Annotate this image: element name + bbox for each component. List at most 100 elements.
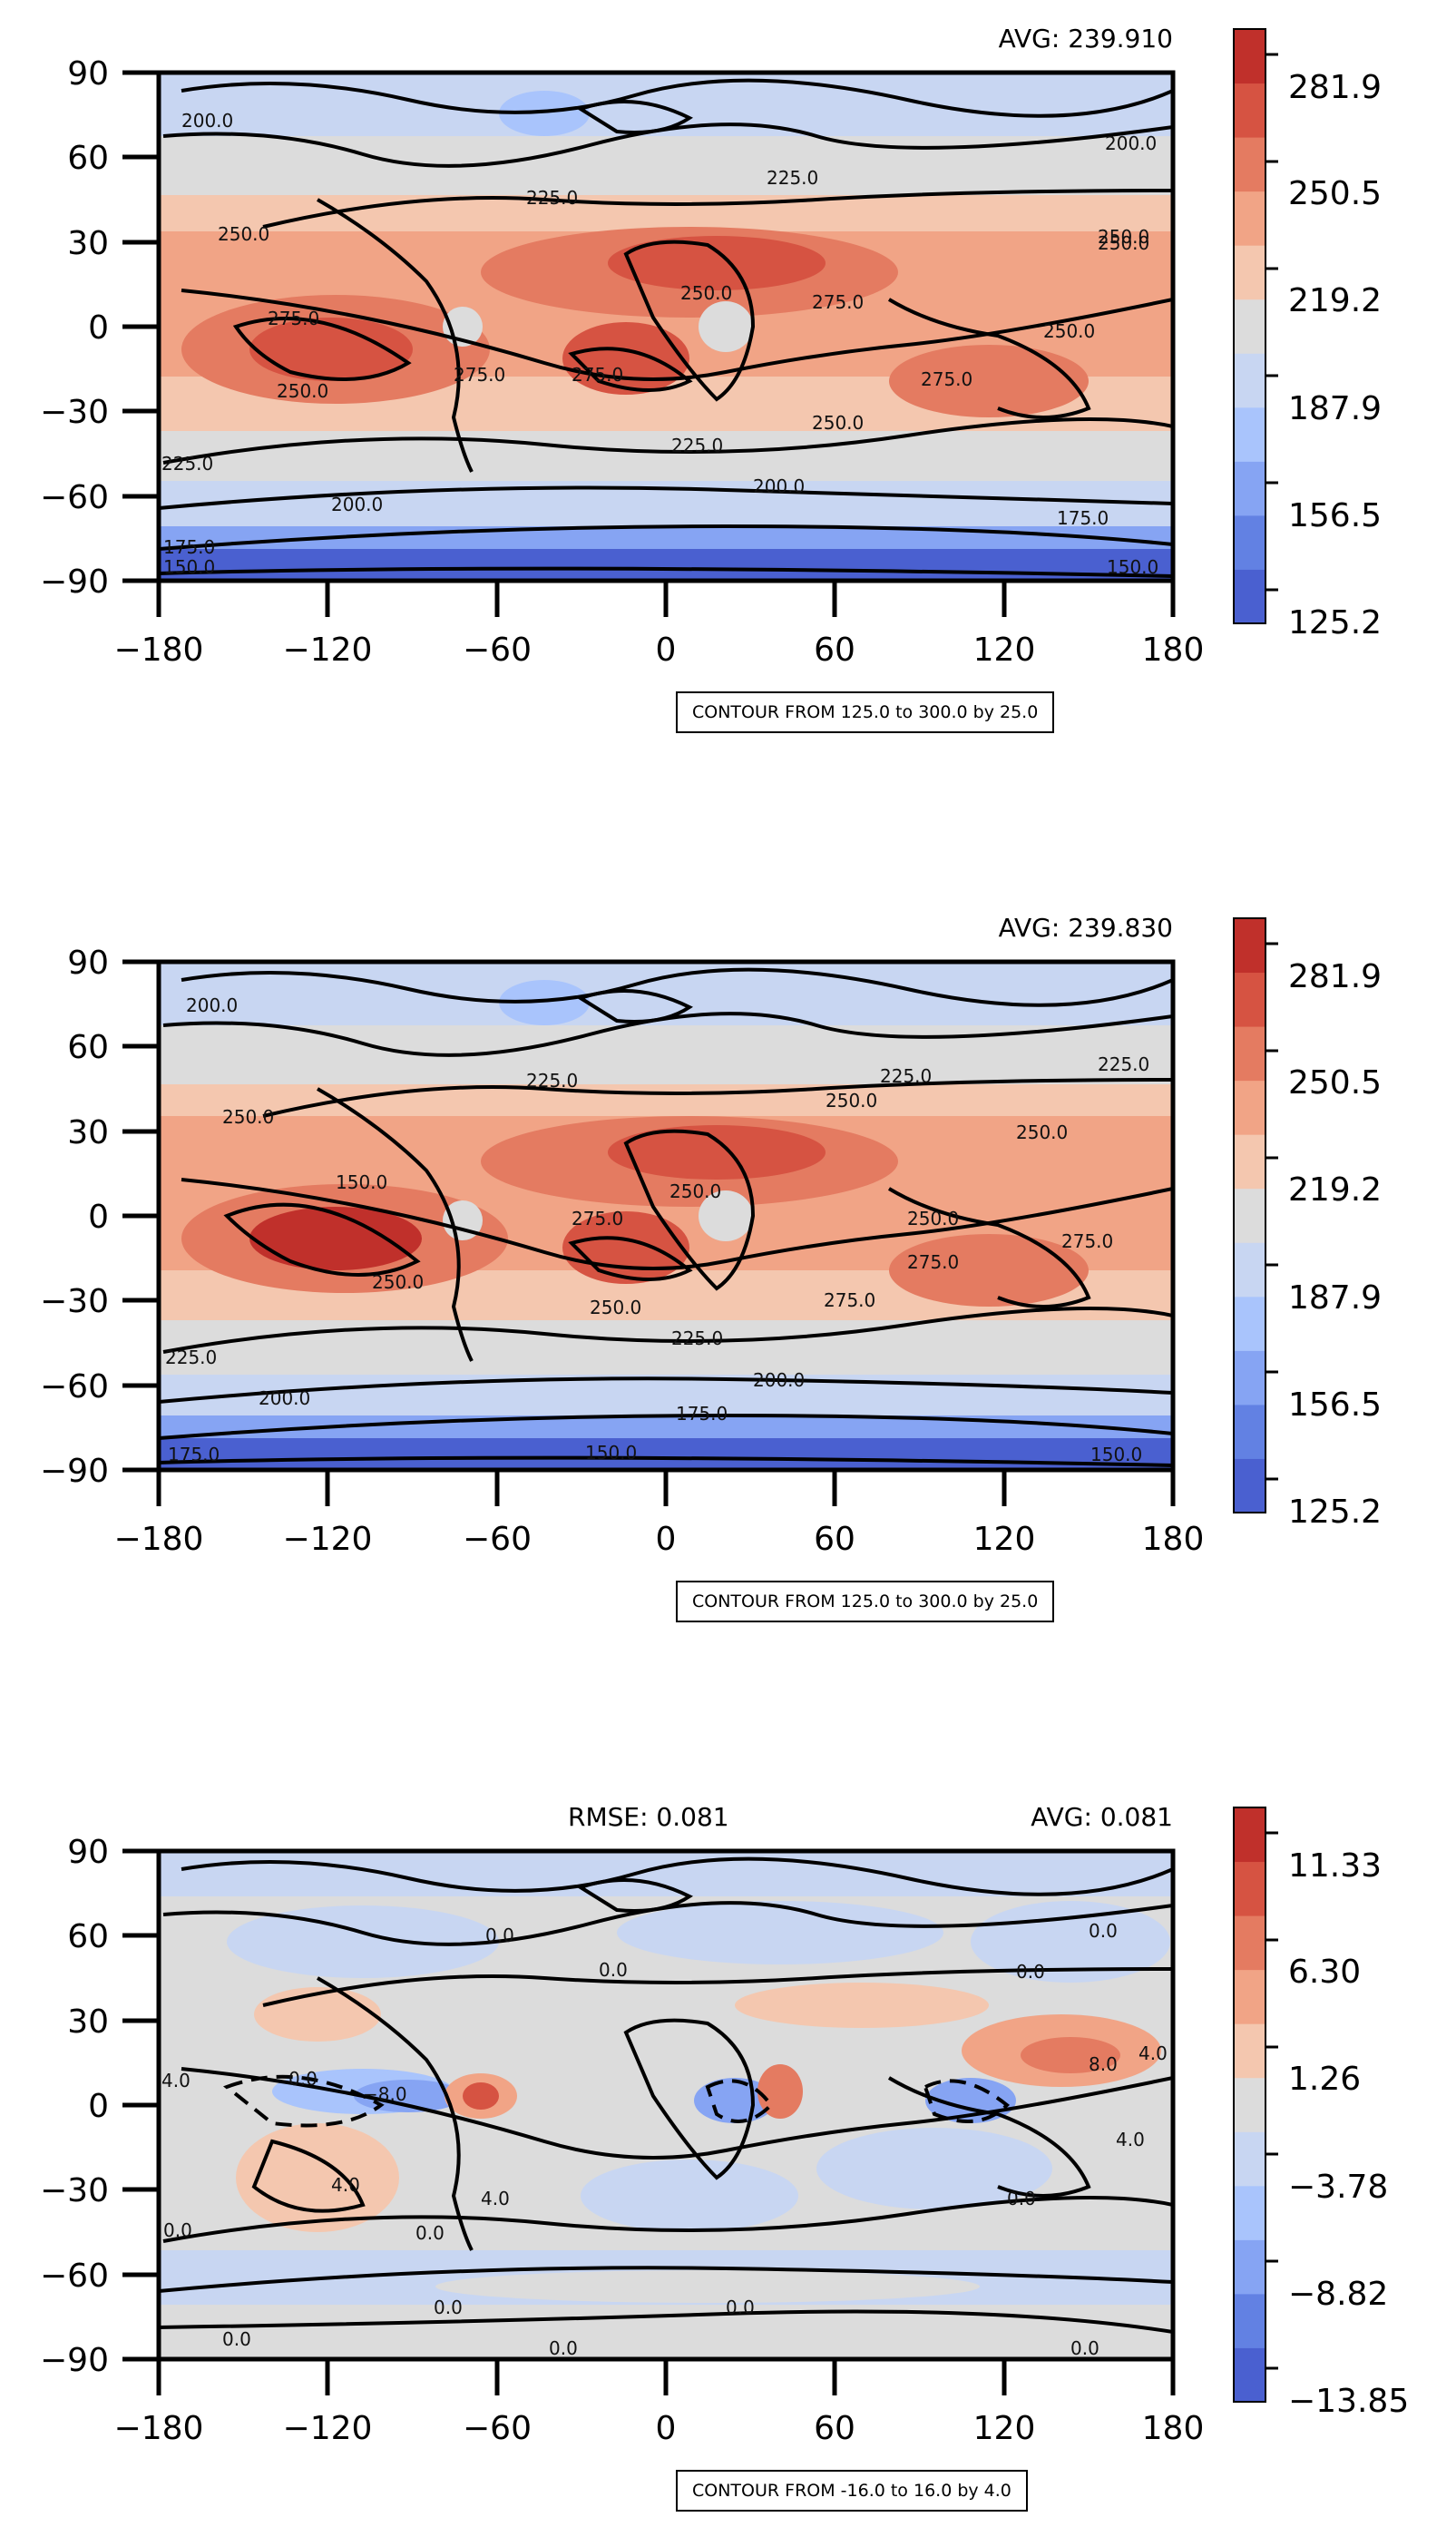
contour-info-box: CONTOUR FROM 125.0 to 300.0 by 25.0: [676, 691, 1055, 733]
colorbar-segment: [1234, 1458, 1265, 1513]
colorbar-tick-label: 125.2: [1288, 1494, 1382, 1531]
colorbar-segment: [1234, 1350, 1265, 1406]
x-tick-label: 180: [1142, 632, 1205, 669]
contour-label: 250.0: [218, 223, 269, 245]
x-tick-label: 60: [814, 632, 855, 669]
x-tick-label: 180: [1142, 2410, 1205, 2447]
contour-label: 0.0: [599, 1959, 628, 1981]
contour-label: 200.0: [259, 1387, 310, 1409]
contour-labels: 200.0 225.0 250.0 275.0 250.0 225.0 200.…: [165, 994, 1149, 1465]
contour-label: 175.0: [168, 1444, 220, 1465]
y-tick-label: 60: [67, 1029, 109, 1066]
colorbar-segment: [1234, 1134, 1265, 1190]
map-panel-3: 4.0 0.0 −8.0 4.0 0.0 0.0 0.0 0.0 4.0 0.0…: [0, 1778, 1456, 2522]
y-tick-labels: 90 60 30 0 −30 −60 −90: [40, 945, 109, 1490]
contour-label: 250.0: [680, 282, 732, 304]
contour-label: 225.0: [671, 435, 723, 456]
colorbar-frame: [1233, 28, 1266, 624]
x-tick-label: −180: [114, 1521, 204, 1558]
x-tick-label: 120: [973, 632, 1036, 669]
y-tick-label: −60: [40, 479, 109, 516]
x-tick-label: 180: [1142, 1521, 1205, 1558]
colorbar-frame: [1233, 1807, 1266, 2403]
colorbar-1: [1233, 28, 1278, 624]
coastlines: [159, 967, 1173, 1467]
contour-label: 0.0: [1016, 1961, 1045, 1983]
avg-label: AVG: 239.910: [998, 24, 1173, 54]
contour-label: 275.0: [572, 364, 623, 386]
x-tick-label: −180: [114, 632, 204, 669]
colorbar-tick-label: 187.9: [1288, 390, 1382, 427]
colorbar-segment: [1234, 461, 1265, 516]
contour-label: 250.0: [1098, 226, 1149, 248]
contour-label: 0.0: [1089, 1920, 1118, 1942]
colorbar-segment: [1234, 137, 1265, 192]
y-tick-label: 0: [88, 1199, 109, 1236]
colorbar-tick-label: 156.5: [1288, 1386, 1382, 1424]
colorbar-segment: [1234, 569, 1265, 624]
y-tick-label: −30: [40, 394, 109, 431]
colorbar-segment: [1234, 2293, 1265, 2348]
difference-field: [159, 1851, 1173, 2359]
y-tick-label: −90: [40, 563, 109, 601]
colorbar-segment: [1234, 2185, 1265, 2240]
colorbar-tick-label: −3.78: [1288, 2169, 1388, 2206]
colorbar-tick-label: 1.26: [1288, 2061, 1361, 2098]
colorbar-tick-label: 125.2: [1288, 604, 1382, 642]
colorbar-segment: [1234, 1969, 1265, 2024]
rmse-label: RMSE: 0.081: [568, 1802, 729, 1832]
colorbar-tick-label: 156.5: [1288, 497, 1382, 534]
colorbar-segment: [1234, 29, 1265, 84]
colorbar-2: [1233, 917, 1278, 1513]
contour-label: 0.0: [549, 2337, 578, 2359]
contour-label: 275.0: [921, 368, 972, 390]
contour-label: 225.0: [526, 1070, 578, 1092]
x-tick-label: 0: [656, 1521, 677, 1558]
colorbar-segment: [1234, 2023, 1265, 2079]
contour-label: 200.0: [753, 475, 805, 497]
colorbar-segment: [1234, 2077, 1265, 2132]
contour-label: 250.0: [1098, 232, 1149, 254]
contour-label: 225.0: [165, 1347, 217, 1368]
colorbar-segment: [1234, 972, 1265, 1027]
contour-label: 225.0: [880, 1065, 932, 1087]
contour-label: 0.0: [163, 2219, 192, 2241]
colorbar-segment: [1234, 83, 1265, 138]
colorbar-segment: [1234, 299, 1265, 354]
y-tick-label: −90: [40, 2342, 109, 2379]
contour-label: 200.0: [331, 494, 383, 515]
colorbar-tick-labels: 11.33 6.30 1.26 −3.78 −8.82 −13.85: [1288, 1847, 1409, 2420]
contour-label: 250.0: [907, 1208, 959, 1229]
colorbar-tick-label: 219.2: [1288, 1171, 1382, 1209]
contour-label: 0.0: [485, 1925, 514, 1946]
contour-label: 150.0: [1090, 1444, 1142, 1465]
contour-label: 150.0: [1107, 556, 1158, 578]
contour-label: 150.0: [585, 1442, 637, 1464]
y-tick-label: −60: [40, 2258, 109, 2295]
y-tick-label: 30: [67, 2003, 109, 2041]
x-tick-label: 0: [656, 2410, 677, 2447]
contour-label: 4.0: [331, 2174, 360, 2196]
y-tick-labels: 90 60 30 0 −30 −60 −90: [40, 55, 109, 601]
x-tick-label: −120: [283, 2410, 373, 2447]
contour-label: 250.0: [590, 1297, 641, 1318]
colorbar-segment: [1234, 245, 1265, 300]
y-tick-label: −60: [40, 1368, 109, 1406]
contour-label: 4.0: [481, 2188, 510, 2209]
map-panel-1: 200.0 225.0 250.0 250.0 275.0 250.0 225.…: [0, 0, 1456, 744]
avg-label: AVG: 239.830: [998, 913, 1173, 943]
contour-label: 0.0: [222, 2328, 251, 2350]
colorbar-segment: [1234, 918, 1265, 974]
colorbar-tick-labels: 281.9 250.5 219.2 187.9 156.5 125.2: [1288, 958, 1382, 1531]
colorbar-segment: [1234, 1242, 1265, 1298]
colorbar-tick-label: 187.9: [1288, 1279, 1382, 1317]
colorbar-segment: [1234, 1026, 1265, 1082]
contour-label: 250.0: [372, 1271, 424, 1293]
contour-label: 225.0: [161, 453, 213, 475]
colorbar-segment: [1234, 191, 1265, 246]
y-tick-label: 90: [67, 945, 109, 982]
contour-label: 275.0: [907, 1251, 959, 1273]
colorbar-segment: [1234, 1807, 1265, 1863]
contour-label: 275.0: [812, 291, 864, 313]
x-tick-label: −60: [463, 2410, 532, 2447]
